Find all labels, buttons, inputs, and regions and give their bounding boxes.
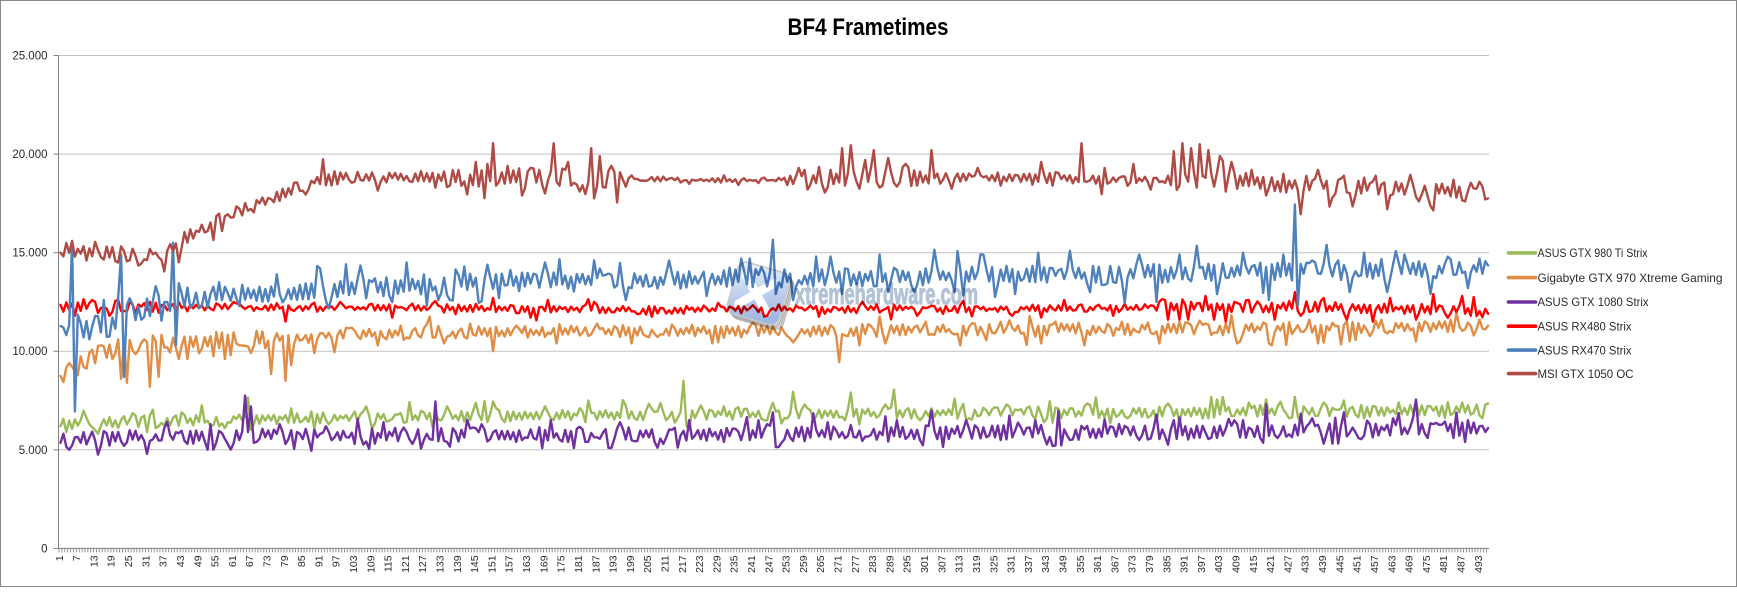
svg-text:379: 379 — [1144, 555, 1156, 573]
svg-text:91: 91 — [313, 555, 325, 567]
svg-text:319: 319 — [971, 555, 983, 573]
svg-text:301: 301 — [919, 555, 931, 573]
svg-text:Gigabyte GTX 970 Xtreme Gaming: Gigabyte GTX 970 Xtreme Gaming — [1538, 271, 1723, 285]
svg-text:421: 421 — [1265, 555, 1277, 573]
svg-text:31: 31 — [140, 555, 152, 567]
svg-text:97: 97 — [331, 555, 343, 567]
svg-text:439: 439 — [1317, 555, 1329, 573]
svg-text:307: 307 — [936, 555, 948, 573]
svg-text:223: 223 — [694, 555, 706, 573]
svg-text:241: 241 — [746, 555, 758, 573]
svg-text:403: 403 — [1213, 555, 1225, 573]
svg-text:169: 169 — [538, 555, 550, 573]
svg-text:BF4 Frametimes: BF4 Frametimes — [788, 14, 949, 41]
svg-text:73: 73 — [262, 555, 274, 567]
svg-text:15.000: 15.000 — [12, 248, 47, 260]
svg-text:ASUS RX480 Strix: ASUS RX480 Strix — [1538, 319, 1632, 333]
svg-text:343: 343 — [1040, 555, 1052, 573]
svg-text:103: 103 — [348, 555, 360, 573]
svg-text:247: 247 — [763, 555, 775, 573]
svg-text:ASUS GTX 1080 Strix: ASUS GTX 1080 Strix — [1538, 295, 1649, 309]
svg-text:337: 337 — [1023, 555, 1035, 573]
svg-text:433: 433 — [1300, 555, 1312, 573]
svg-text:271: 271 — [833, 555, 845, 573]
svg-text:139: 139 — [452, 555, 464, 573]
svg-text:349: 349 — [1058, 555, 1070, 573]
svg-text:289: 289 — [884, 555, 896, 573]
svg-text:127: 127 — [417, 555, 429, 573]
svg-text:385: 385 — [1161, 555, 1173, 573]
svg-text:133: 133 — [435, 555, 447, 573]
svg-text:25: 25 — [123, 555, 135, 567]
svg-text:265: 265 — [815, 555, 827, 573]
svg-text:163: 163 — [521, 555, 533, 573]
svg-text:463: 463 — [1386, 555, 1398, 573]
svg-text:ASUS RX470 Strix: ASUS RX470 Strix — [1538, 343, 1632, 357]
svg-text:109: 109 — [365, 555, 377, 573]
svg-text:19: 19 — [106, 555, 118, 567]
svg-text:MSI GTX 1050 OC: MSI GTX 1050 OC — [1538, 367, 1634, 381]
svg-text:ASUS GTX 980 Ti Strix: ASUS GTX 980 Ti Strix — [1538, 246, 1648, 260]
svg-text:187: 187 — [590, 555, 602, 573]
svg-text:409: 409 — [1231, 555, 1243, 573]
svg-text:145: 145 — [469, 555, 481, 573]
svg-text:367: 367 — [1109, 555, 1121, 573]
svg-text:61: 61 — [227, 555, 239, 567]
svg-text:397: 397 — [1196, 555, 1208, 573]
svg-text:205: 205 — [642, 555, 654, 573]
svg-text:283: 283 — [867, 555, 879, 573]
svg-text:37: 37 — [158, 555, 170, 567]
svg-text:13: 13 — [88, 555, 100, 567]
svg-text:217: 217 — [677, 555, 689, 573]
svg-text:1: 1 — [54, 555, 66, 561]
svg-text:331: 331 — [1006, 555, 1018, 573]
svg-text:391: 391 — [1179, 555, 1191, 573]
svg-text:481: 481 — [1438, 555, 1450, 573]
svg-text:211: 211 — [660, 555, 672, 572]
svg-text:229: 229 — [711, 555, 723, 573]
svg-text:493: 493 — [1473, 555, 1485, 573]
svg-text:325: 325 — [988, 555, 1000, 573]
svg-text:10.000: 10.000 — [12, 346, 47, 358]
svg-text:25.000: 25.000 — [12, 51, 47, 63]
svg-text:xtremehardware.com: xtremehardware.com — [795, 278, 978, 311]
svg-text:445: 445 — [1334, 555, 1346, 573]
svg-text:355: 355 — [1075, 555, 1087, 573]
svg-text:0: 0 — [41, 543, 47, 555]
svg-text:469: 469 — [1404, 555, 1416, 573]
svg-text:451: 451 — [1352, 555, 1364, 573]
svg-text:457: 457 — [1369, 555, 1381, 573]
svg-text:427: 427 — [1282, 555, 1294, 573]
svg-text:20.000: 20.000 — [12, 149, 47, 161]
svg-text:259: 259 — [798, 555, 810, 573]
svg-text:313: 313 — [954, 555, 966, 573]
svg-text:151: 151 — [486, 555, 498, 573]
svg-text:277: 277 — [850, 555, 862, 573]
svg-text:487: 487 — [1456, 555, 1468, 573]
svg-text:475: 475 — [1421, 555, 1433, 573]
svg-text:67: 67 — [244, 555, 256, 567]
svg-text:295: 295 — [902, 555, 914, 573]
svg-text:235: 235 — [729, 555, 741, 573]
svg-text:55: 55 — [210, 555, 222, 567]
svg-text:181: 181 — [573, 555, 585, 573]
svg-text:7: 7 — [71, 555, 83, 561]
svg-text:5.000: 5.000 — [19, 445, 48, 457]
svg-text:121: 121 — [400, 555, 412, 573]
svg-text:193: 193 — [608, 555, 620, 573]
svg-text:49: 49 — [192, 555, 204, 567]
svg-text:415: 415 — [1248, 555, 1260, 573]
svg-text:373: 373 — [1127, 555, 1139, 573]
svg-text:79: 79 — [279, 555, 291, 567]
svg-text:43: 43 — [175, 555, 187, 567]
svg-text:157: 157 — [504, 555, 516, 573]
svg-text:85: 85 — [296, 555, 308, 567]
svg-text:253: 253 — [781, 555, 793, 573]
svg-text:175: 175 — [556, 555, 568, 573]
svg-text:115: 115 — [383, 555, 395, 572]
svg-text:361: 361 — [1092, 555, 1104, 573]
svg-text:199: 199 — [625, 555, 637, 573]
